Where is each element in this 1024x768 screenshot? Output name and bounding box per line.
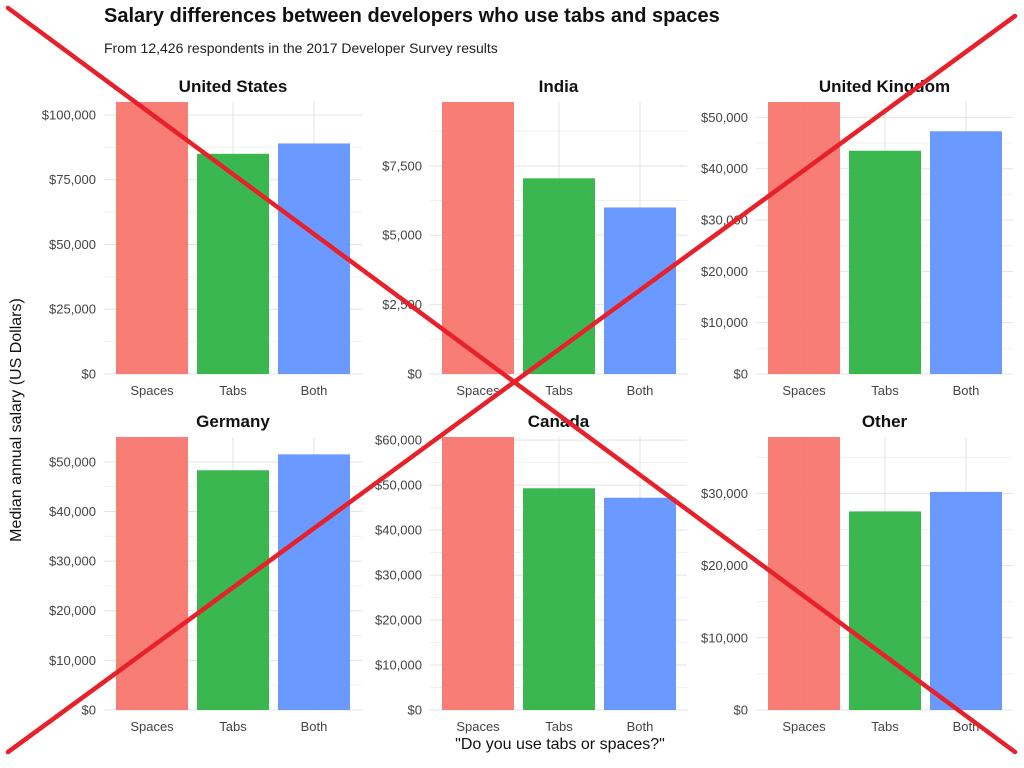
y-tick-label: $50,000 (49, 237, 96, 252)
x-tick-label: Spaces (782, 719, 826, 734)
bar-tabs (523, 488, 595, 710)
x-tick-label: Spaces (456, 383, 500, 398)
y-tick-label: $60,000 (375, 433, 422, 448)
y-tick-label: $20,000 (701, 264, 748, 279)
facet-panel: $0 $25,000 $50,000 $75,000 $100,000 Spaces Tab… (42, 77, 362, 398)
facet-title: India (539, 77, 579, 96)
bar-spaces (116, 102, 188, 374)
y-tick-label: $25,000 (49, 302, 96, 317)
facet-title: Other (862, 412, 908, 431)
y-tick-label: $0 (82, 367, 96, 382)
bar-tabs (523, 178, 595, 374)
y-tick-label: $20,000 (49, 603, 96, 618)
y-tick-label: $0 (82, 703, 96, 718)
x-tick-label: Both (953, 719, 980, 734)
bar-both (278, 143, 350, 374)
bar-both (930, 131, 1002, 374)
bar-spaces (442, 102, 514, 374)
facet-title: Canada (528, 412, 590, 431)
x-tick-label: Both (627, 383, 654, 398)
x-tick-label: Tabs (545, 383, 573, 398)
bar-spaces (116, 437, 188, 710)
bar-both (604, 497, 676, 710)
facet-title: United States (179, 77, 288, 96)
facet-panel: $0 $2,500 $5,000 $7,500 Spaces Tabs Both India (382, 77, 687, 398)
y-tick-label: $20,000 (375, 613, 422, 628)
y-tick-label: $0 (734, 367, 748, 382)
y-tick-label: $10,000 (701, 315, 748, 330)
y-tick-label: $75,000 (49, 172, 96, 187)
y-tick-label: $10,000 (701, 630, 748, 645)
x-tick-label: Both (953, 383, 980, 398)
y-tick-label: $40,000 (375, 523, 422, 538)
x-tick-label: Tabs (219, 383, 247, 398)
facet-panel: $0 $10,000 $20,000 $30,000 Spaces Tabs Both Oth… (701, 412, 1013, 734)
x-tick-label: Both (301, 383, 328, 398)
x-tick-label: Spaces (456, 719, 500, 734)
y-tick-label: $40,000 (701, 161, 748, 176)
bar-both (604, 207, 676, 374)
bar-tabs (197, 153, 269, 374)
bar-tabs (849, 511, 921, 710)
bar-spaces (442, 437, 514, 710)
y-tick-label: $30,000 (701, 213, 748, 228)
facet-title: United Kingdom (819, 77, 950, 96)
x-tick-label: Spaces (782, 383, 826, 398)
y-tick-label: $0 (408, 703, 422, 718)
y-tick-label: $7,500 (382, 158, 422, 173)
y-tick-label: $2,500 (382, 297, 422, 312)
bar-spaces (768, 102, 840, 374)
y-tick-label: $100,000 (42, 107, 96, 122)
y-tick-label: $10,000 (375, 658, 422, 673)
x-tick-label: Tabs (871, 719, 899, 734)
facet-panel: $0 $10,000 $20,000 $30,000 $40,000 $50,000 Spa… (701, 77, 1013, 398)
y-tick-label: $0 (734, 703, 748, 718)
x-tick-label: Spaces (130, 719, 174, 734)
bar-both (930, 491, 1002, 710)
y-tick-label: $50,000 (701, 110, 748, 125)
y-tick-label: $5,000 (382, 228, 422, 243)
x-tick-label: Tabs (545, 719, 573, 734)
facet-panel: $0 $10,000 $20,000 $30,000 $40,000 $50,000 Spa… (49, 412, 362, 734)
bar-tabs (197, 470, 269, 710)
bar-tabs (849, 150, 921, 374)
x-tick-label: Tabs (219, 719, 247, 734)
bar-both (278, 454, 350, 710)
x-tick-label: Both (627, 719, 654, 734)
y-tick-label: $50,000 (49, 454, 96, 469)
x-tick-label: Tabs (871, 383, 899, 398)
y-tick-label: $10,000 (49, 653, 96, 668)
y-tick-label: $20,000 (701, 558, 748, 573)
y-tick-label: $50,000 (375, 478, 422, 493)
y-tick-label: $30,000 (375, 568, 422, 583)
x-tick-label: Both (301, 719, 328, 734)
y-tick-label: $0 (408, 367, 422, 382)
y-tick-label: $30,000 (49, 554, 96, 569)
x-tick-label: Spaces (130, 383, 174, 398)
y-tick-label: $40,000 (49, 504, 96, 519)
facet-panel: $0 $10,000 $20,000 $30,000 $40,000 $50,000 $60… (375, 412, 687, 734)
bar-spaces (768, 437, 840, 710)
y-tick-label: $30,000 (701, 486, 748, 501)
facet-title: Germany (196, 412, 270, 431)
